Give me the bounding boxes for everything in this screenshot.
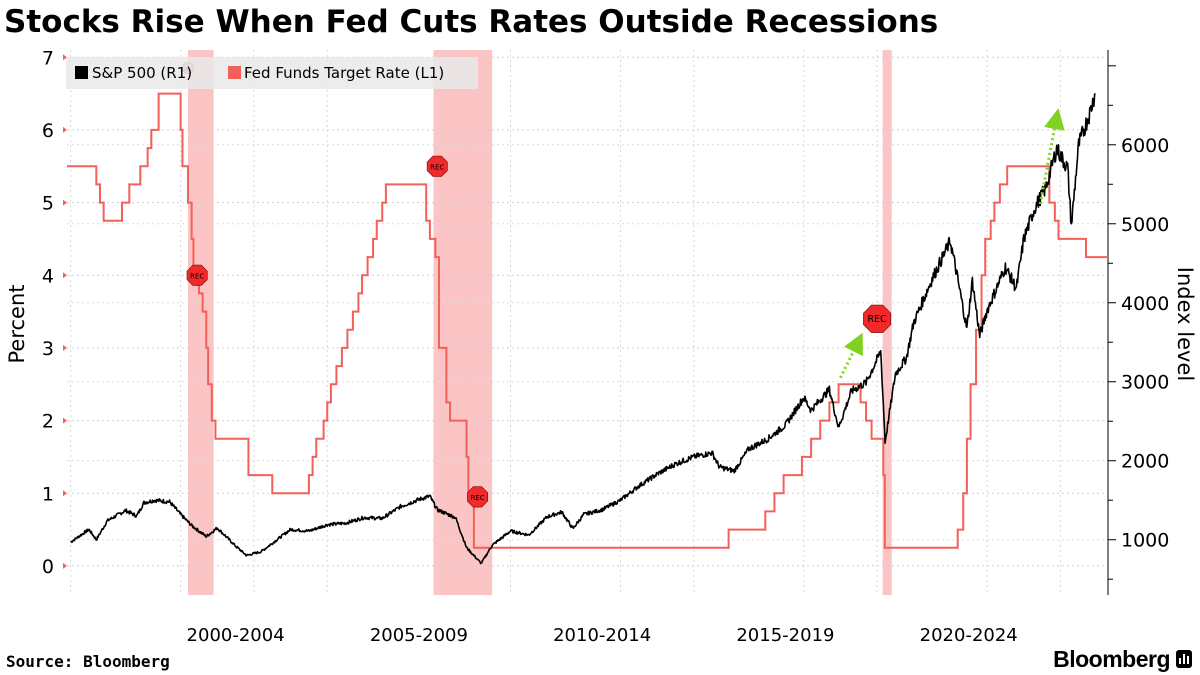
left-tick-marker-1 <box>63 490 67 497</box>
y-right-tick-label: 5000 <box>1121 214 1169 236</box>
y-right-tick-label: 3000 <box>1121 372 1169 394</box>
legend-swatch-sp500 <box>75 66 88 79</box>
recession-badge-label: REC <box>430 163 444 171</box>
legend-label-fed-funds: Fed Funds Target Rate (L1) <box>244 64 444 82</box>
x-tick-label: 2005-2009 <box>370 625 468 646</box>
y-left-tick-label: 2 <box>42 411 54 433</box>
grid-lines <box>67 50 1108 595</box>
y-right-tick-label: 1000 <box>1121 530 1169 552</box>
left-tick-marker-5 <box>63 199 67 206</box>
recession-badge-2 <box>426 155 448 177</box>
y-left-tick-label: 5 <box>42 193 54 215</box>
left-tick-marker-4 <box>63 272 67 279</box>
axes: 0 1 2 3 4 5 6 7 1000 2000 3000 4000 5000 6000 2000-200… <box>42 47 1169 646</box>
trend-arrows <box>839 108 1065 379</box>
x-tick-label: 2010-2014 <box>553 625 651 646</box>
legend-label-sp500: S&P 500 (R1) <box>92 64 192 82</box>
left-tick-marker-2 <box>63 417 67 424</box>
left-tick-marker-6 <box>63 126 67 133</box>
y-right-axis-label: Index level <box>1173 267 1197 381</box>
sp500-line <box>70 93 1096 565</box>
x-tick-label: 2000-2004 <box>187 625 285 646</box>
bloomberg-logo: Bloomberg <box>1053 646 1170 672</box>
recession-badge-label: REC <box>190 272 204 280</box>
y-left-tick-label: 6 <box>42 120 54 142</box>
recession-badges: RECRECRECRECREC <box>182 62 892 508</box>
left-tick-marker-3 <box>63 344 67 351</box>
x-tick-label: 2020-2024 <box>920 625 1018 646</box>
fed-funds-line <box>67 92 1108 549</box>
left-tick-marker-0 <box>63 562 67 569</box>
y-left-tick-label: 3 <box>42 338 54 360</box>
chart-title: Stocks Rise When Fed Cuts Rates Outside … <box>4 4 939 40</box>
recession-badge-label: REC <box>470 494 484 502</box>
y-right-tick-label: 2000 <box>1121 451 1169 473</box>
bloomberg-bars-icon <box>1176 650 1192 668</box>
recession-badge-3 <box>467 486 489 508</box>
trend-arrow-0 <box>839 332 863 379</box>
recession-shading <box>187 50 892 595</box>
recession-badge-label: REC <box>868 314 888 325</box>
recession-band-0 <box>187 50 214 595</box>
y-left-axis-label: Percent <box>5 284 29 363</box>
legend[interactable]: S&P 500 (R1) Fed Funds Target Rate (L1) <box>66 57 478 89</box>
y-left-tick-label: 7 <box>42 47 54 69</box>
legend-background <box>66 57 478 89</box>
recession-badge-1 <box>186 264 208 286</box>
y-left-tick-label: 0 <box>42 556 54 578</box>
y-left-tick-label: 1 <box>42 483 54 505</box>
left-tick-marker-7 <box>63 54 67 61</box>
y-left-tick-label: 4 <box>42 265 54 287</box>
y-right-tick-label: 4000 <box>1121 293 1169 315</box>
legend-swatch-fed-funds <box>228 66 241 79</box>
source-note: Source: Bloomberg <box>6 652 170 671</box>
series-layer <box>67 92 1108 565</box>
x-tick-label: 2015-2019 <box>736 625 834 646</box>
y-right-tick-label: 6000 <box>1121 135 1169 157</box>
recession-badge-4 <box>863 304 892 333</box>
